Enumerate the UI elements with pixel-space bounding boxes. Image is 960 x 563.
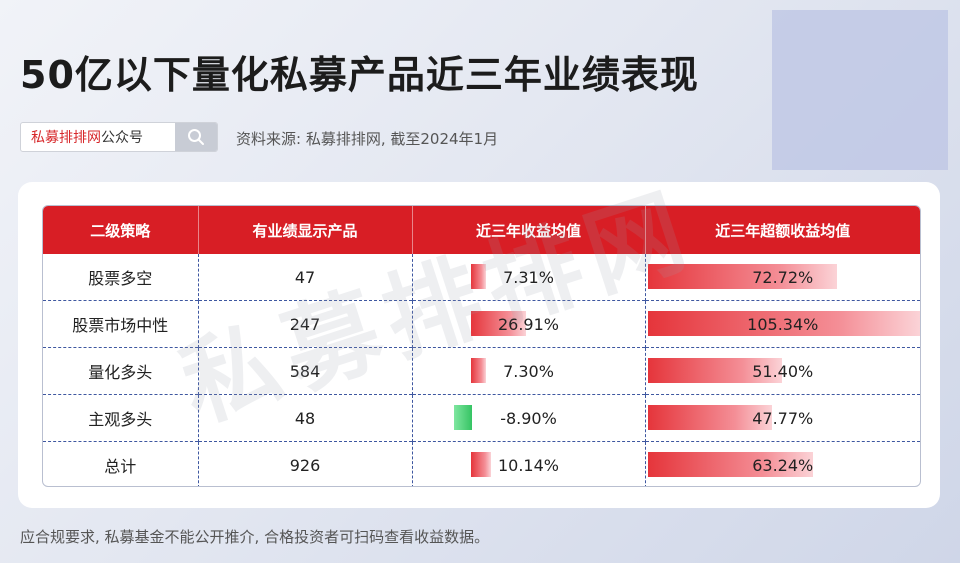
return-cell: 7.30%: [412, 347, 646, 395]
table-row: 股票多空 47 7.31% 72.72%: [43, 254, 920, 301]
return-bar: [470, 311, 526, 336]
count-cell: 48: [198, 394, 413, 442]
search-icon: [188, 129, 204, 145]
table-row: 股票市场中性 247 26.91% 105.34%: [43, 300, 920, 348]
return-cell: 7.31%: [412, 254, 646, 301]
excess-cell: 105.34%: [645, 300, 920, 348]
return-value: 26.91%: [497, 314, 559, 334]
column-header-return: 近三年收益均值: [412, 206, 646, 254]
search-suffix: 公众号: [101, 130, 143, 146]
decorative-rectangle: [772, 10, 948, 170]
table-row: 总计 926 10.14% 63.24%: [43, 441, 920, 486]
excess-bar: [647, 452, 813, 477]
data-source-note: 资料来源: 私募排排网, 截至2024年1月: [236, 130, 499, 148]
excess-bar: [647, 264, 838, 289]
return-bar: [454, 405, 473, 430]
search-brand: 私募排排网: [31, 130, 101, 146]
count-cell: 584: [198, 347, 413, 395]
excess-value: 63.24%: [752, 455, 814, 475]
excess-cell: 47.77%: [645, 394, 920, 442]
return-value: -8.90%: [500, 408, 557, 428]
search-box[interactable]: 私募排排网公众号: [20, 122, 218, 152]
excess-cell: 63.24%: [645, 441, 920, 486]
table-row: 主观多头 48 -8.90% 47.77%: [43, 394, 920, 442]
count-cell: 926: [198, 441, 413, 486]
column-header-count: 有业绩显示产品: [198, 206, 413, 254]
return-value: 7.30%: [503, 361, 554, 381]
count-cell: 47: [198, 254, 413, 301]
search-text: 私募排排网公众号: [21, 127, 175, 147]
count-cell: 247: [198, 300, 413, 348]
strategy-cell: 主观多头: [43, 394, 199, 442]
excess-cell: 51.40%: [645, 347, 920, 395]
column-header-strategy: 二级策略: [43, 206, 199, 254]
return-bar: [470, 358, 486, 383]
strategy-cell: 股票多空: [43, 254, 199, 301]
strategy-cell: 总计: [43, 441, 199, 486]
excess-bar: [647, 405, 773, 430]
disclaimer: 应合规要求, 私募基金不能公开推介, 合格投资者可扫码查看收益数据。: [20, 528, 490, 546]
performance-table: 二级策略 有业绩显示产品 近三年收益均值 近三年超额收益均值 股票多空 47 7.3…: [42, 205, 921, 487]
search-button[interactable]: [175, 123, 217, 151]
return-cell: 10.14%: [412, 441, 646, 486]
excess-value: 105.34%: [747, 314, 819, 334]
table-header-row: 二级策略 有业绩显示产品 近三年收益均值 近三年超额收益均值: [43, 206, 920, 254]
excess-value: 51.40%: [752, 361, 814, 381]
return-cell: -8.90%: [412, 394, 646, 442]
return-value: 10.14%: [497, 455, 559, 475]
excess-value: 47.77%: [752, 408, 814, 428]
strategy-cell: 量化多头: [43, 347, 199, 395]
strategy-cell: 股票市场中性: [43, 300, 199, 348]
return-bar: [470, 264, 486, 289]
excess-bar: [647, 311, 920, 336]
excess-bar: [647, 358, 782, 383]
return-value: 7.31%: [503, 267, 554, 287]
excess-cell: 72.72%: [645, 254, 920, 301]
column-header-excess: 近三年超额收益均值: [645, 206, 920, 254]
excess-value: 72.72%: [752, 267, 814, 287]
return-bar: [470, 452, 492, 477]
page-title: 50亿以下量化私募产品近三年业绩表现: [20, 53, 699, 97]
return-cell: 26.91%: [412, 300, 646, 348]
table-row: 量化多头 584 7.30% 51.40%: [43, 347, 920, 395]
